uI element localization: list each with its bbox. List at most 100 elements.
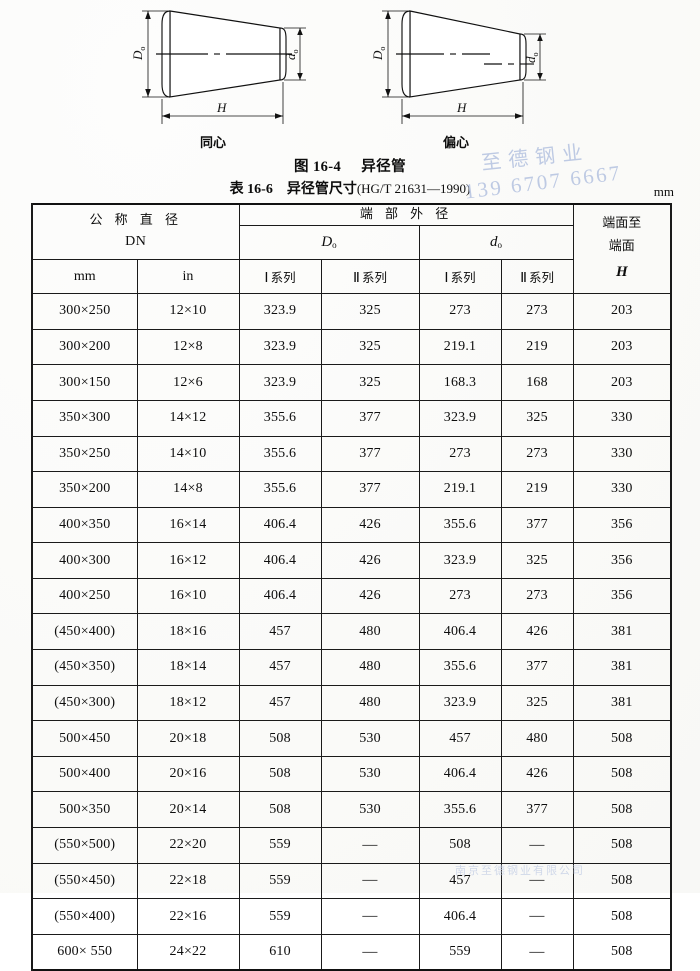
cell-Ⅰ系列-r5: 219.1 [418,471,502,508]
cell-Ⅱ系列-r18: — [320,933,420,971]
table-head: 公 称 直 径 DN 端 部 外 径 端面至 端面 H Do do [31,203,673,295]
cell-Ⅰ系列-r12: 457 [418,720,502,757]
table-row: (550×400) 22×16 559—406.4—508 [31,898,673,935]
cell-H-r9: 381 [572,613,673,651]
cell-Ⅰ系列-r15: 508 [418,827,502,864]
series-word-b: 系列 [361,269,387,285]
cell-in-r3: 14×12 [136,399,240,437]
cell-mm-r12: 500×450 [31,720,138,757]
cell-mm-r14: 500×350 [31,791,138,829]
cell-Ⅰ系列-r0: 273 [418,293,502,330]
cell-Ⅰ系列-r11: 323.9 [418,684,502,722]
header-od-group: 端 部 外 径 [238,203,574,227]
label-H: H [216,100,227,115]
cell-mm-r3: 350×300 [31,399,138,437]
table-row: (450×400) 18×16 457 480 406.4 426 381 [31,613,673,651]
cell-Ⅱ系列-r15: — [500,827,574,864]
figure-area: Do do H [0,0,700,132]
cell-Ⅱ系列-r11: 325 [500,684,574,722]
cell-Ⅰ系列-r7: 323.9 [418,542,502,579]
cell-H-r16: 508 [572,862,673,900]
cell-in-r12: 20×18 [136,720,240,757]
header-face-line1: 端面至 [602,216,642,232]
cell-Ⅱ系列-r7: 325 [500,542,574,579]
cell-Ⅱ系列-r15: — [320,827,420,864]
table-row: 400×300 16×12 406.4 426 323.9 325 356 [31,542,673,579]
cell-Ⅱ系列-r16: — [500,862,574,900]
figure-name: 异径管 [361,159,406,175]
header-dn-group: 公 称 直 径 DN [31,203,240,261]
cell-H-r8: 356 [572,577,673,615]
table-row: (450×300) 18×12 457 480 323.9 325 381 [31,684,673,722]
cell-in-r4: 14×10 [136,435,240,473]
cell-H-r15: 508 [572,827,673,864]
cell-mm-r9: (450×400) [31,613,138,651]
cell-Ⅰ系列-r11: 457 [238,684,322,722]
cell-H-r17: 508 [572,898,673,935]
label-D-outer: Do [130,47,147,61]
cell-Ⅱ系列-r4: 377 [320,435,420,473]
cell-mm-r8: 400×250 [31,577,138,615]
table-container: 公 称 直 径 DN 端 部 外 径 端面至 端面 H Do do [31,203,673,971]
header-od-label: 端 部 外 径 [359,207,453,222]
table-standard: (HG/T 21631—1990) [356,181,471,196]
cell-in-r11: 18×12 [136,684,240,722]
concentric-reducer-svg: Do do H [130,10,306,124]
cell-Ⅱ系列-r18: — [500,933,574,971]
cell-mm-r7: 400×300 [31,542,138,579]
eccentric-reducer-diagram: Do do H [368,2,558,130]
cell-Ⅱ系列-r9: 426 [500,613,574,651]
cell-Ⅱ系列-r9: 480 [320,613,420,651]
cell-Ⅰ系列-r17: 406.4 [418,898,502,935]
table-body: 300×250 12×10 323.9 325 273 273 203 300×200 12×8… [31,293,673,971]
table-row: 500×350 20×14 508 530 355.6 377 508 [31,791,673,829]
cell-Ⅱ系列-r1: 325 [320,328,420,366]
cell-Ⅰ系列-r8: 273 [418,577,502,615]
cell-Ⅱ系列-r4: 273 [500,435,574,473]
cell-Ⅰ系列-r8: 406.4 [238,577,322,615]
cell-mm-r4: 350×250 [31,435,138,473]
cell-mm-r18: 600× 550 [31,933,138,971]
cell-Ⅰ系列-r9: 457 [238,613,322,651]
header-row-1: 公 称 直 径 DN 端 部 外 径 端面至 端面 H [31,203,673,295]
cell-mm-r2: 300×150 [31,364,138,401]
cell-H-r1: 203 [572,328,673,366]
cell-Ⅱ系列-r6: 377 [500,506,574,544]
cell-Ⅰ系列-r9: 406.4 [418,613,502,651]
cell-H-r12: 508 [572,720,673,757]
caption-concentric: 同心 [200,136,227,151]
cell-Ⅱ系列-r12: 530 [320,720,420,757]
cell-Ⅰ系列-r2: 323.9 [238,364,322,401]
cell-Ⅱ系列-r13: 530 [320,755,420,793]
table-title: 表 16-6 异径管尺寸(HG/T 21631—1990) [0,178,700,198]
table-row: 500×400 20×16 508 530 406.4 426 508 [31,755,673,793]
caption-eccentric: 偏心 [443,136,470,151]
cell-Ⅱ系列-r5: 219 [500,471,574,508]
cell-in-r6: 16×14 [136,506,240,544]
cell-in-r10: 18×14 [136,649,240,686]
header-symbol-D: Do [238,225,420,261]
cell-Ⅰ系列-r16: 457 [418,862,502,900]
cell-H-r7: 356 [572,542,673,579]
cell-Ⅱ系列-r7: 426 [320,542,420,579]
table-row: (550×450) 22×18 559—457—508 [31,862,673,900]
cell-Ⅱ系列-r8: 426 [320,577,420,615]
cell-in-r5: 14×8 [136,471,240,508]
cell-in-r13: 20×16 [136,755,240,793]
cell-Ⅰ系列-r1: 219.1 [418,328,502,366]
table-row: 300×200 12×8 323.9 325 219.1 219 203 [31,328,673,366]
cell-in-r8: 16×10 [136,577,240,615]
cell-Ⅰ系列-r18: 559 [418,933,502,971]
cell-Ⅱ系列-r17: — [320,898,420,935]
cell-Ⅰ系列-r13: 406.4 [418,755,502,793]
cell-Ⅱ系列-r2: 168 [500,364,574,401]
header-unit-mm: mm [31,259,138,295]
cell-Ⅱ系列-r12: 480 [500,720,574,757]
cell-Ⅰ系列-r3: 355.6 [238,399,322,437]
cell-Ⅱ系列-r0: 325 [320,293,420,330]
cell-Ⅰ系列-r12: 508 [238,720,322,757]
series-word-a: 系列 [270,269,296,285]
cell-Ⅱ系列-r14: 377 [500,791,574,829]
table-row: 300×250 12×10 323.9 325 273 273 203 [31,293,673,330]
table-row: 300×150 12×6 323.9 325 168.3 168 203 [31,364,673,401]
